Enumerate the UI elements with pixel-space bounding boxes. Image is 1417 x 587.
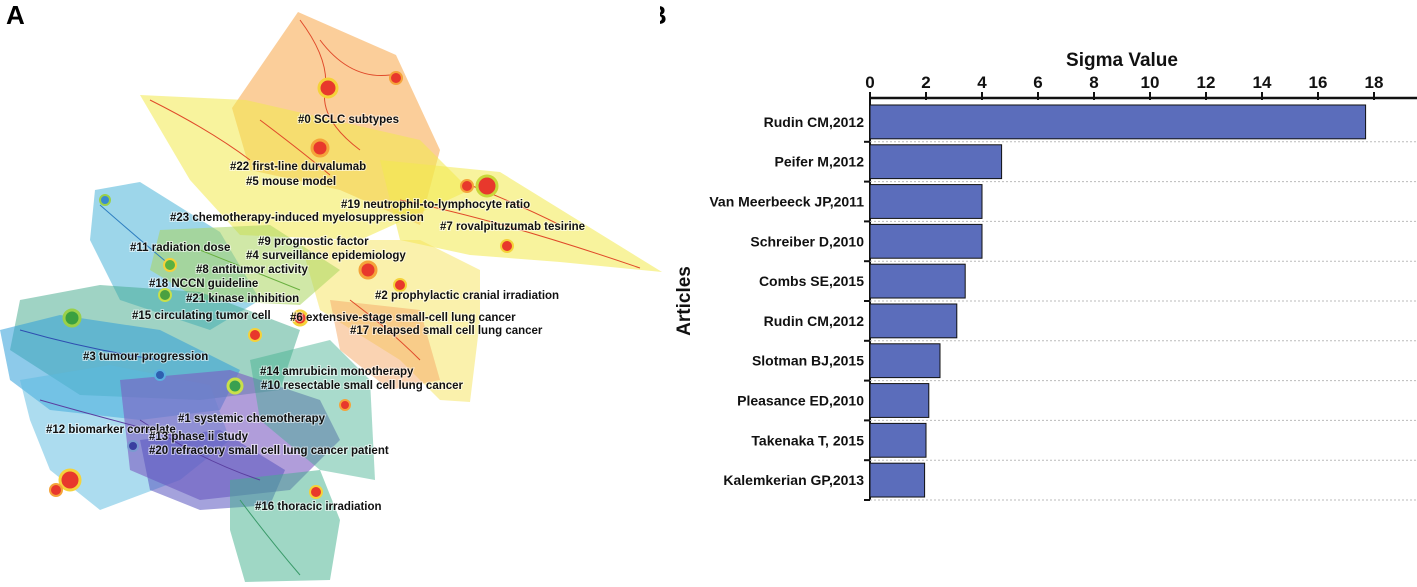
cluster-16-region xyxy=(230,470,340,582)
node xyxy=(389,71,403,85)
node xyxy=(475,174,499,198)
cluster-label: #11 radiation dose xyxy=(130,242,230,254)
node xyxy=(62,308,82,328)
node xyxy=(248,328,262,342)
cluster-label: #14 amrubicin monotherapy xyxy=(260,366,414,378)
cluster-label: #7 rovalpituzumab tesirine xyxy=(440,221,585,233)
category-label: Kalemkerian GP,2013 xyxy=(723,472,864,488)
cluster-22-region xyxy=(140,95,470,240)
category-label: Slotman BJ,2015 xyxy=(752,353,864,369)
cluster-label: #21 kinase inhibition xyxy=(186,293,299,305)
network-nodes xyxy=(49,71,514,499)
x-tick-label: 8 xyxy=(1089,73,1098,92)
category-label: Rudin CM,2012 xyxy=(764,114,865,130)
category-label: Takenaka T, 2015 xyxy=(751,432,864,448)
cluster-7-region xyxy=(380,160,662,272)
bar xyxy=(869,422,927,458)
chart-root: Sigma Value Articles 0 2 4 6 8 10 12 14 16 18 Rudin … xyxy=(674,50,1417,501)
category-label: Pleasance ED,2010 xyxy=(737,393,864,409)
panel-a-letter: A xyxy=(6,0,25,30)
category-label: Schreiber D,2010 xyxy=(750,233,864,249)
node xyxy=(310,138,330,158)
cluster-label: #8 antitumor activity xyxy=(196,264,308,276)
x-axis-title: Sigma Value xyxy=(1066,50,1178,71)
category-label: Rudin CM,2012 xyxy=(764,313,865,329)
category-label: Combs SE,2015 xyxy=(759,273,864,289)
cluster-10-region xyxy=(250,340,375,480)
cluster-label: #17 relapsed small cell lung cancer xyxy=(350,325,543,337)
cluster-9-region xyxy=(150,225,340,305)
node xyxy=(226,377,244,395)
panel-b-letter: B xyxy=(660,0,667,30)
network-panel: A xyxy=(0,0,662,582)
sigma-bar-chart: B Sigma Value Articles 0 2 4 6 8 10 12 14 16 18 Rudi… xyxy=(660,0,1417,501)
cluster-label: #1 systemic chemotherapy xyxy=(178,413,326,425)
x-tick-label: 4 xyxy=(977,73,987,92)
cluster-label: #18 NCCN guideline xyxy=(149,278,258,290)
node xyxy=(99,194,111,206)
node xyxy=(49,483,63,497)
bar xyxy=(869,343,941,379)
cluster-label: #20 refractory small cell lung cancer pa… xyxy=(149,445,389,457)
cluster-label: #23 chemotherapy-induced myelosuppressio… xyxy=(170,212,424,224)
x-tick-label: 2 xyxy=(921,73,930,92)
node xyxy=(291,309,309,327)
bar xyxy=(869,263,966,299)
cluster-label: #10 resectable small cell lung cancer xyxy=(261,380,464,392)
x-tick-label: 0 xyxy=(865,73,874,92)
node xyxy=(127,440,139,452)
cluster-label: #15 circulating tumor cell xyxy=(132,310,271,322)
node xyxy=(393,278,407,292)
cluster-label: #6 extensive-stage small-cell lung cance… xyxy=(290,312,516,324)
cluster-label: #4 surveillance epidemiology xyxy=(246,250,406,262)
bar xyxy=(869,104,1367,140)
node xyxy=(163,258,177,272)
y-axis-title: Articles xyxy=(674,266,695,336)
cluster-label: #0 SCLC subtypes xyxy=(298,114,399,126)
x-tick-label: 14 xyxy=(1253,73,1272,92)
cluster-label: #13 phase ii study xyxy=(149,431,249,443)
cluster-label: #2 prophylactic cranial irradiation xyxy=(375,290,559,302)
category-label: Van Meerbeeck JP,2011 xyxy=(709,194,864,210)
x-tick-label: 16 xyxy=(1309,73,1328,92)
node xyxy=(158,288,172,302)
node xyxy=(309,485,323,499)
cluster-regions xyxy=(0,12,662,582)
bar xyxy=(869,184,983,219)
cluster-labels: #0 SCLC subtypes #22 first-line durvalum… xyxy=(45,113,586,514)
node xyxy=(358,260,378,280)
node xyxy=(317,77,339,99)
category-label: Peifer M,2012 xyxy=(775,154,865,170)
bar xyxy=(869,223,983,259)
x-tick-label: 10 xyxy=(1141,73,1160,92)
cluster-17-region xyxy=(330,300,440,390)
cluster-label: #3 tumour progression xyxy=(83,351,208,363)
x-tick-label: 12 xyxy=(1197,73,1216,92)
node xyxy=(460,179,474,193)
x-tick-label: 6 xyxy=(1033,73,1042,92)
cluster-label: #22 first-line durvalumab xyxy=(230,161,366,173)
bar xyxy=(869,383,930,418)
cluster-label: #9 prognostic factor xyxy=(258,236,369,248)
node xyxy=(339,399,351,411)
cluster-label: #12 biomarker correlate xyxy=(46,424,176,436)
cluster-label: #5 mouse model xyxy=(246,176,336,188)
node xyxy=(500,239,514,253)
cluster-label: #16 thoracic irradiation xyxy=(255,501,382,513)
node xyxy=(154,369,166,381)
bar xyxy=(869,144,1003,180)
x-tick-label: 18 xyxy=(1365,73,1384,92)
bar xyxy=(869,462,926,498)
bar xyxy=(869,303,958,339)
cluster-label: #19 neutrophil-to-lymphocyte ratio xyxy=(341,199,530,211)
node xyxy=(58,468,82,492)
